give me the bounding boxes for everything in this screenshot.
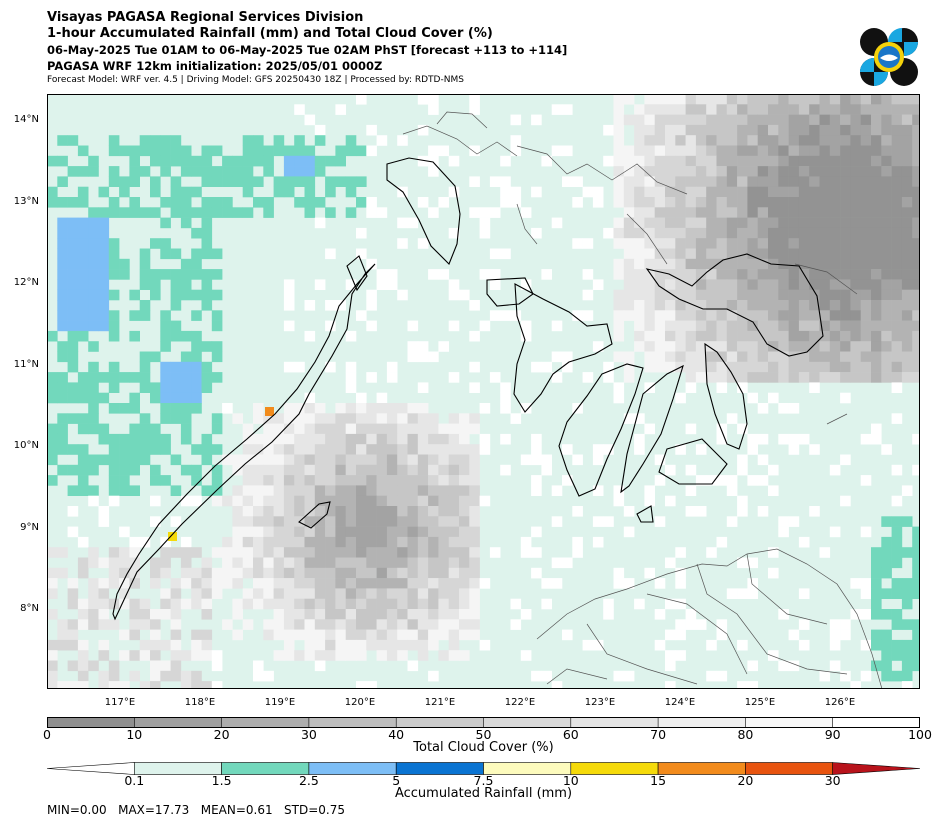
cloud-tick-label: 20 [213,727,230,742]
rain-tick-label: 30 [824,773,841,788]
mindanao-outline [402,111,883,689]
cloud-tick-label: 40 [388,727,405,742]
lat-label: 12°N [13,277,39,288]
statistics-text: MIN=0.00 MAX=17.73 MEAN=0.61 STD=0.75 [47,803,346,817]
rain-tick-label: 5 [392,773,401,788]
lat-label: 9°N [20,521,39,533]
lon-label: 119°E [264,697,296,708]
cloud-cover-label: Total Cloud Cover (%) [413,740,554,755]
lon-label: 126°E [824,697,856,708]
lon-label: 125°E [744,697,776,708]
cloud-bin [221,717,310,728]
cloud-tick-label: 50 [475,727,492,742]
cloud-tick-label: 70 [650,727,667,742]
cloud-rain-grid [47,94,920,689]
cloud-bin [47,717,135,728]
lat-label: 10°N [13,440,39,451]
cloud-bin [570,717,659,728]
cloud-tick-label: 60 [562,727,579,742]
rainfall-label: Accumulated Rainfall (mm) [394,786,573,801]
rainfall-cloud-map [47,94,920,689]
rain-tick-label: 0.1 [124,773,145,788]
cloud-tick-label: 10 [126,727,143,742]
lat-label: 11°N [13,358,39,370]
lon-label: 121°E [424,697,456,708]
pagasa-logo [860,28,918,86]
forecast-period: 06-May-2025 Tue 01AM to 06-May-2025 Tue … [47,43,568,57]
rainfall-colorbar [47,762,920,775]
lon-label: 118°E [184,697,216,708]
rain-tick-label: 15 [650,773,667,788]
cloud-tick-label: 30 [300,727,317,742]
rain-high-extend [832,762,920,775]
lat-label: 8°N [20,603,39,614]
title-line-2: 1-hour Accumulated Rainfall (mm) and Tot… [47,26,493,41]
rain-hotspot [265,407,274,416]
lon-label: 122°E [504,697,536,708]
coastlines [112,157,824,621]
rain-hotspot [168,532,177,541]
cloud-bin [745,717,834,728]
model-info: Forecast Model: WRF ver. 4.5 | Driving M… [47,75,464,85]
lon-label: 123°E [584,697,616,708]
cloud-bin [308,717,397,728]
rain-tick-label: 20 [737,773,754,788]
cloud-bin [396,717,484,728]
lon-label: 120°E [344,697,376,708]
cloud-bin [134,717,223,728]
map-frame [47,94,920,689]
lat-label: 13°N [13,195,39,207]
cloud-bin [832,717,920,728]
rain-tick-label: 1.5 [211,773,232,788]
rain-tick-label: 10 [562,773,579,788]
lon-label: 117°E [104,697,136,708]
cloud-bin [658,717,746,728]
model-initialization: PAGASA WRF 12km initialization: 2025/05/… [47,59,383,73]
lon-label: 124°E [664,697,696,708]
cloud-tick-label: 100 [908,727,932,742]
cloud-tick-label: 80 [737,727,754,742]
title-line-1: Visayas PAGASA Regional Services Divisio… [47,10,364,25]
cloud-cover-colorbar [47,717,920,728]
cloud-tick-label: 90 [824,727,841,742]
cloud-tick-label: 0 [43,727,51,742]
cloud-bin [483,717,572,728]
rain-tick-label: 2.5 [298,773,319,788]
lat-label: 14°N [13,114,39,125]
rain-tick-label: 7.5 [473,773,494,788]
